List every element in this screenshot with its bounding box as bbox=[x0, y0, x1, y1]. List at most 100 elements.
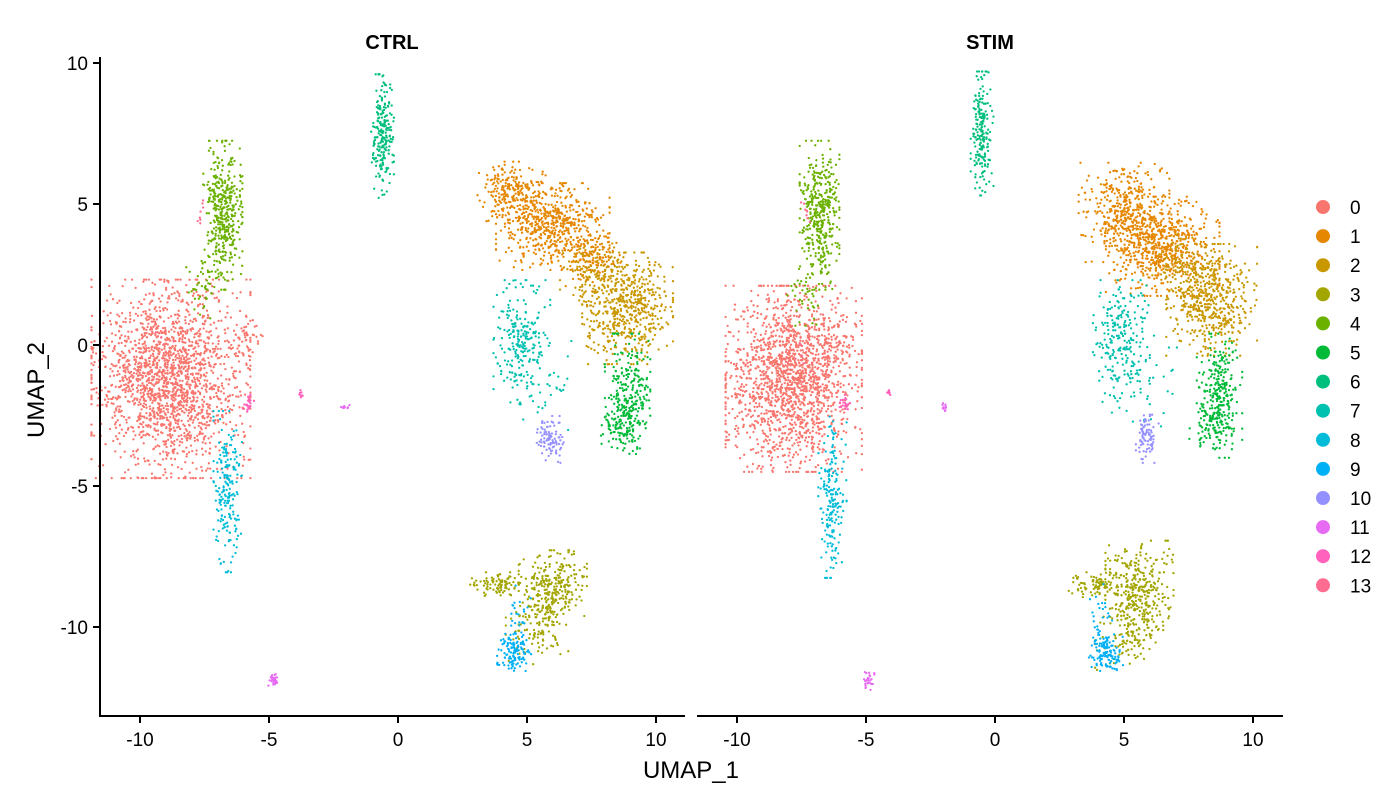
point-cluster-3 bbox=[521, 601, 524, 604]
point-cluster-4 bbox=[220, 193, 223, 197]
point-cluster-5 bbox=[625, 427, 629, 430]
point-cluster-4 bbox=[228, 256, 231, 260]
point-cluster-0 bbox=[175, 389, 179, 392]
point-cluster-0 bbox=[251, 351, 254, 354]
point-cluster-5 bbox=[605, 418, 608, 421]
point-cluster-0 bbox=[248, 358, 252, 362]
point-cluster-0 bbox=[90, 403, 93, 406]
point-cluster-0 bbox=[157, 387, 161, 390]
point-cluster-0 bbox=[109, 293, 112, 296]
point-cluster-4 bbox=[234, 212, 237, 215]
point-cluster-3 bbox=[495, 580, 498, 583]
point-cluster-2 bbox=[617, 280, 620, 284]
point-cluster-0 bbox=[132, 453, 135, 456]
point-cluster-1 bbox=[587, 230, 590, 234]
point-cluster-6 bbox=[383, 83, 387, 87]
point-cluster-0 bbox=[150, 476, 154, 480]
point-cluster-0 bbox=[213, 363, 216, 366]
point-cluster-2 bbox=[647, 322, 651, 326]
point-cluster-0 bbox=[165, 453, 169, 456]
point-cluster-3 bbox=[517, 573, 520, 576]
point-cluster-0 bbox=[196, 312, 200, 315]
point-cluster-3 bbox=[507, 588, 511, 591]
point-cluster-0 bbox=[185, 283, 188, 287]
point-cluster-1 bbox=[517, 181, 521, 184]
point-cluster-3 bbox=[583, 614, 586, 618]
point-cluster-5 bbox=[627, 342, 631, 346]
point-cluster-2 bbox=[638, 358, 641, 361]
point-cluster-2 bbox=[652, 283, 655, 286]
point-cluster-0 bbox=[224, 412, 228, 415]
point-cluster-5 bbox=[611, 437, 615, 440]
point-cluster-3 bbox=[554, 592, 557, 595]
point-cluster-2 bbox=[581, 274, 584, 278]
point-cluster-0 bbox=[102, 355, 105, 358]
point-cluster-3 bbox=[567, 576, 570, 579]
point-cluster-4 bbox=[226, 208, 229, 211]
point-cluster-0 bbox=[242, 354, 245, 357]
point-cluster-2 bbox=[576, 273, 580, 276]
point-cluster-3 bbox=[528, 615, 531, 619]
point-cluster-4 bbox=[214, 270, 217, 273]
point-cluster-0 bbox=[195, 332, 199, 335]
point-cluster-3 bbox=[544, 623, 547, 626]
point-cluster-2 bbox=[630, 293, 633, 296]
point-cluster-0 bbox=[171, 410, 174, 413]
point-cluster-5 bbox=[624, 421, 627, 424]
point-cluster-0 bbox=[158, 392, 161, 395]
point-cluster-5 bbox=[626, 430, 629, 434]
point-cluster-5 bbox=[625, 405, 628, 409]
point-cluster-1 bbox=[506, 193, 509, 196]
point-cluster-1 bbox=[522, 181, 525, 185]
point-cluster-0 bbox=[196, 438, 199, 441]
point-cluster-0 bbox=[134, 286, 137, 290]
point-cluster-1 bbox=[477, 171, 481, 175]
point-cluster-1 bbox=[564, 197, 567, 200]
point-cluster-0 bbox=[137, 462, 140, 466]
point-cluster-1 bbox=[544, 202, 547, 206]
point-cluster-0 bbox=[120, 334, 123, 337]
point-cluster-0 bbox=[178, 444, 181, 447]
point-cluster-3 bbox=[570, 574, 573, 577]
point-cluster-2 bbox=[658, 309, 662, 313]
point-cluster-1 bbox=[534, 195, 537, 198]
point-cluster-0 bbox=[115, 398, 119, 401]
point-cluster-3 bbox=[580, 599, 583, 602]
point-cluster-4 bbox=[225, 186, 228, 189]
point-cluster-1 bbox=[512, 238, 515, 241]
point-cluster-0 bbox=[149, 326, 153, 329]
point-cluster-0 bbox=[158, 408, 161, 411]
point-cluster-1 bbox=[536, 208, 539, 211]
point-cluster-1 bbox=[542, 254, 546, 257]
point-cluster-0 bbox=[183, 393, 186, 396]
point-cluster-0 bbox=[152, 422, 156, 425]
point-cluster-0 bbox=[169, 405, 173, 408]
point-cluster-4 bbox=[238, 195, 242, 198]
point-cluster-4 bbox=[241, 175, 244, 178]
point-cluster-1 bbox=[520, 213, 524, 216]
point-cluster-0 bbox=[205, 409, 209, 412]
point-cluster-1 bbox=[557, 249, 560, 252]
point-cluster-2 bbox=[592, 287, 595, 290]
point-cluster-4 bbox=[192, 287, 195, 291]
point-cluster-2 bbox=[576, 265, 579, 268]
point-cluster-0 bbox=[148, 332, 151, 336]
point-cluster-2 bbox=[657, 348, 660, 351]
point-cluster-1 bbox=[535, 243, 538, 247]
point-cluster-1 bbox=[580, 235, 583, 238]
point-cluster-0 bbox=[189, 476, 192, 480]
point-cluster-2 bbox=[585, 275, 588, 278]
point-cluster-5 bbox=[628, 429, 632, 432]
point-cluster-0 bbox=[139, 347, 142, 350]
point-cluster-2 bbox=[583, 323, 586, 326]
point-cluster-0 bbox=[159, 415, 162, 418]
point-cluster-3 bbox=[533, 572, 537, 575]
point-cluster-2 bbox=[630, 301, 633, 304]
point-cluster-0 bbox=[201, 423, 204, 426]
point-cluster-1 bbox=[524, 226, 527, 230]
point-cluster-0 bbox=[144, 293, 148, 296]
point-cluster-0 bbox=[208, 447, 212, 450]
point-cluster-0 bbox=[212, 432, 215, 435]
point-cluster-3 bbox=[504, 616, 507, 619]
point-cluster-2 bbox=[647, 344, 650, 347]
